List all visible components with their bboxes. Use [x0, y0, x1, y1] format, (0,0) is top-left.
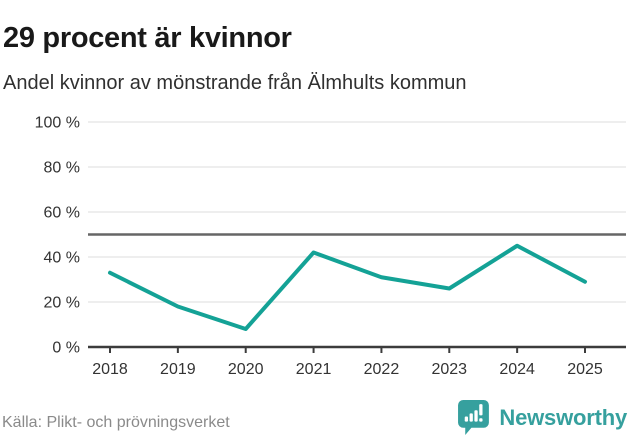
badge-bar-1	[465, 416, 469, 422]
source-caption: Källa: Plikt- och prövningsverket	[2, 414, 230, 431]
x-tick-label-2021: 2021	[296, 361, 332, 378]
newsworthy-logo: Newsworthy	[458, 400, 627, 436]
x-tick-label-2023: 2023	[431, 361, 467, 378]
y-tick-label-80: 80 %	[44, 160, 80, 177]
x-tick-label-2018: 2018	[92, 361, 128, 378]
x-tick-label-2020: 2020	[228, 361, 264, 378]
badge-exclamation-dot	[479, 418, 483, 422]
x-tick-label-2025: 2025	[567, 361, 603, 378]
x-tick-label-2019: 2019	[160, 361, 196, 378]
y-tick-label-40: 40 %	[44, 250, 80, 267]
y-tick-label-60: 60 %	[44, 205, 80, 222]
page-title: 29 procent är kvinnor	[3, 22, 292, 55]
bar-chart-exclamation-badge-icon	[458, 400, 490, 435]
data-line-andel-kvinnor-av-m-nstrande	[108, 243, 587, 331]
y-tick-label-100: 100 %	[35, 115, 80, 132]
x-tick-label-2022: 2022	[364, 361, 400, 378]
badge-bar-2	[469, 413, 474, 422]
brand-name: Newsworthy	[499, 405, 627, 430]
badge-exclamation-bar	[479, 404, 483, 416]
badge-bubble-shape	[458, 400, 490, 435]
badge-bar-3	[474, 410, 479, 422]
y-tick-label-0: 0 %	[52, 340, 80, 357]
x-tick-label-2024: 2024	[499, 361, 535, 378]
y-tick-label-20: 20 %	[44, 295, 80, 312]
chart-subtitle: Andel kvinnor av mönstrande från Älmhult…	[3, 72, 467, 94]
